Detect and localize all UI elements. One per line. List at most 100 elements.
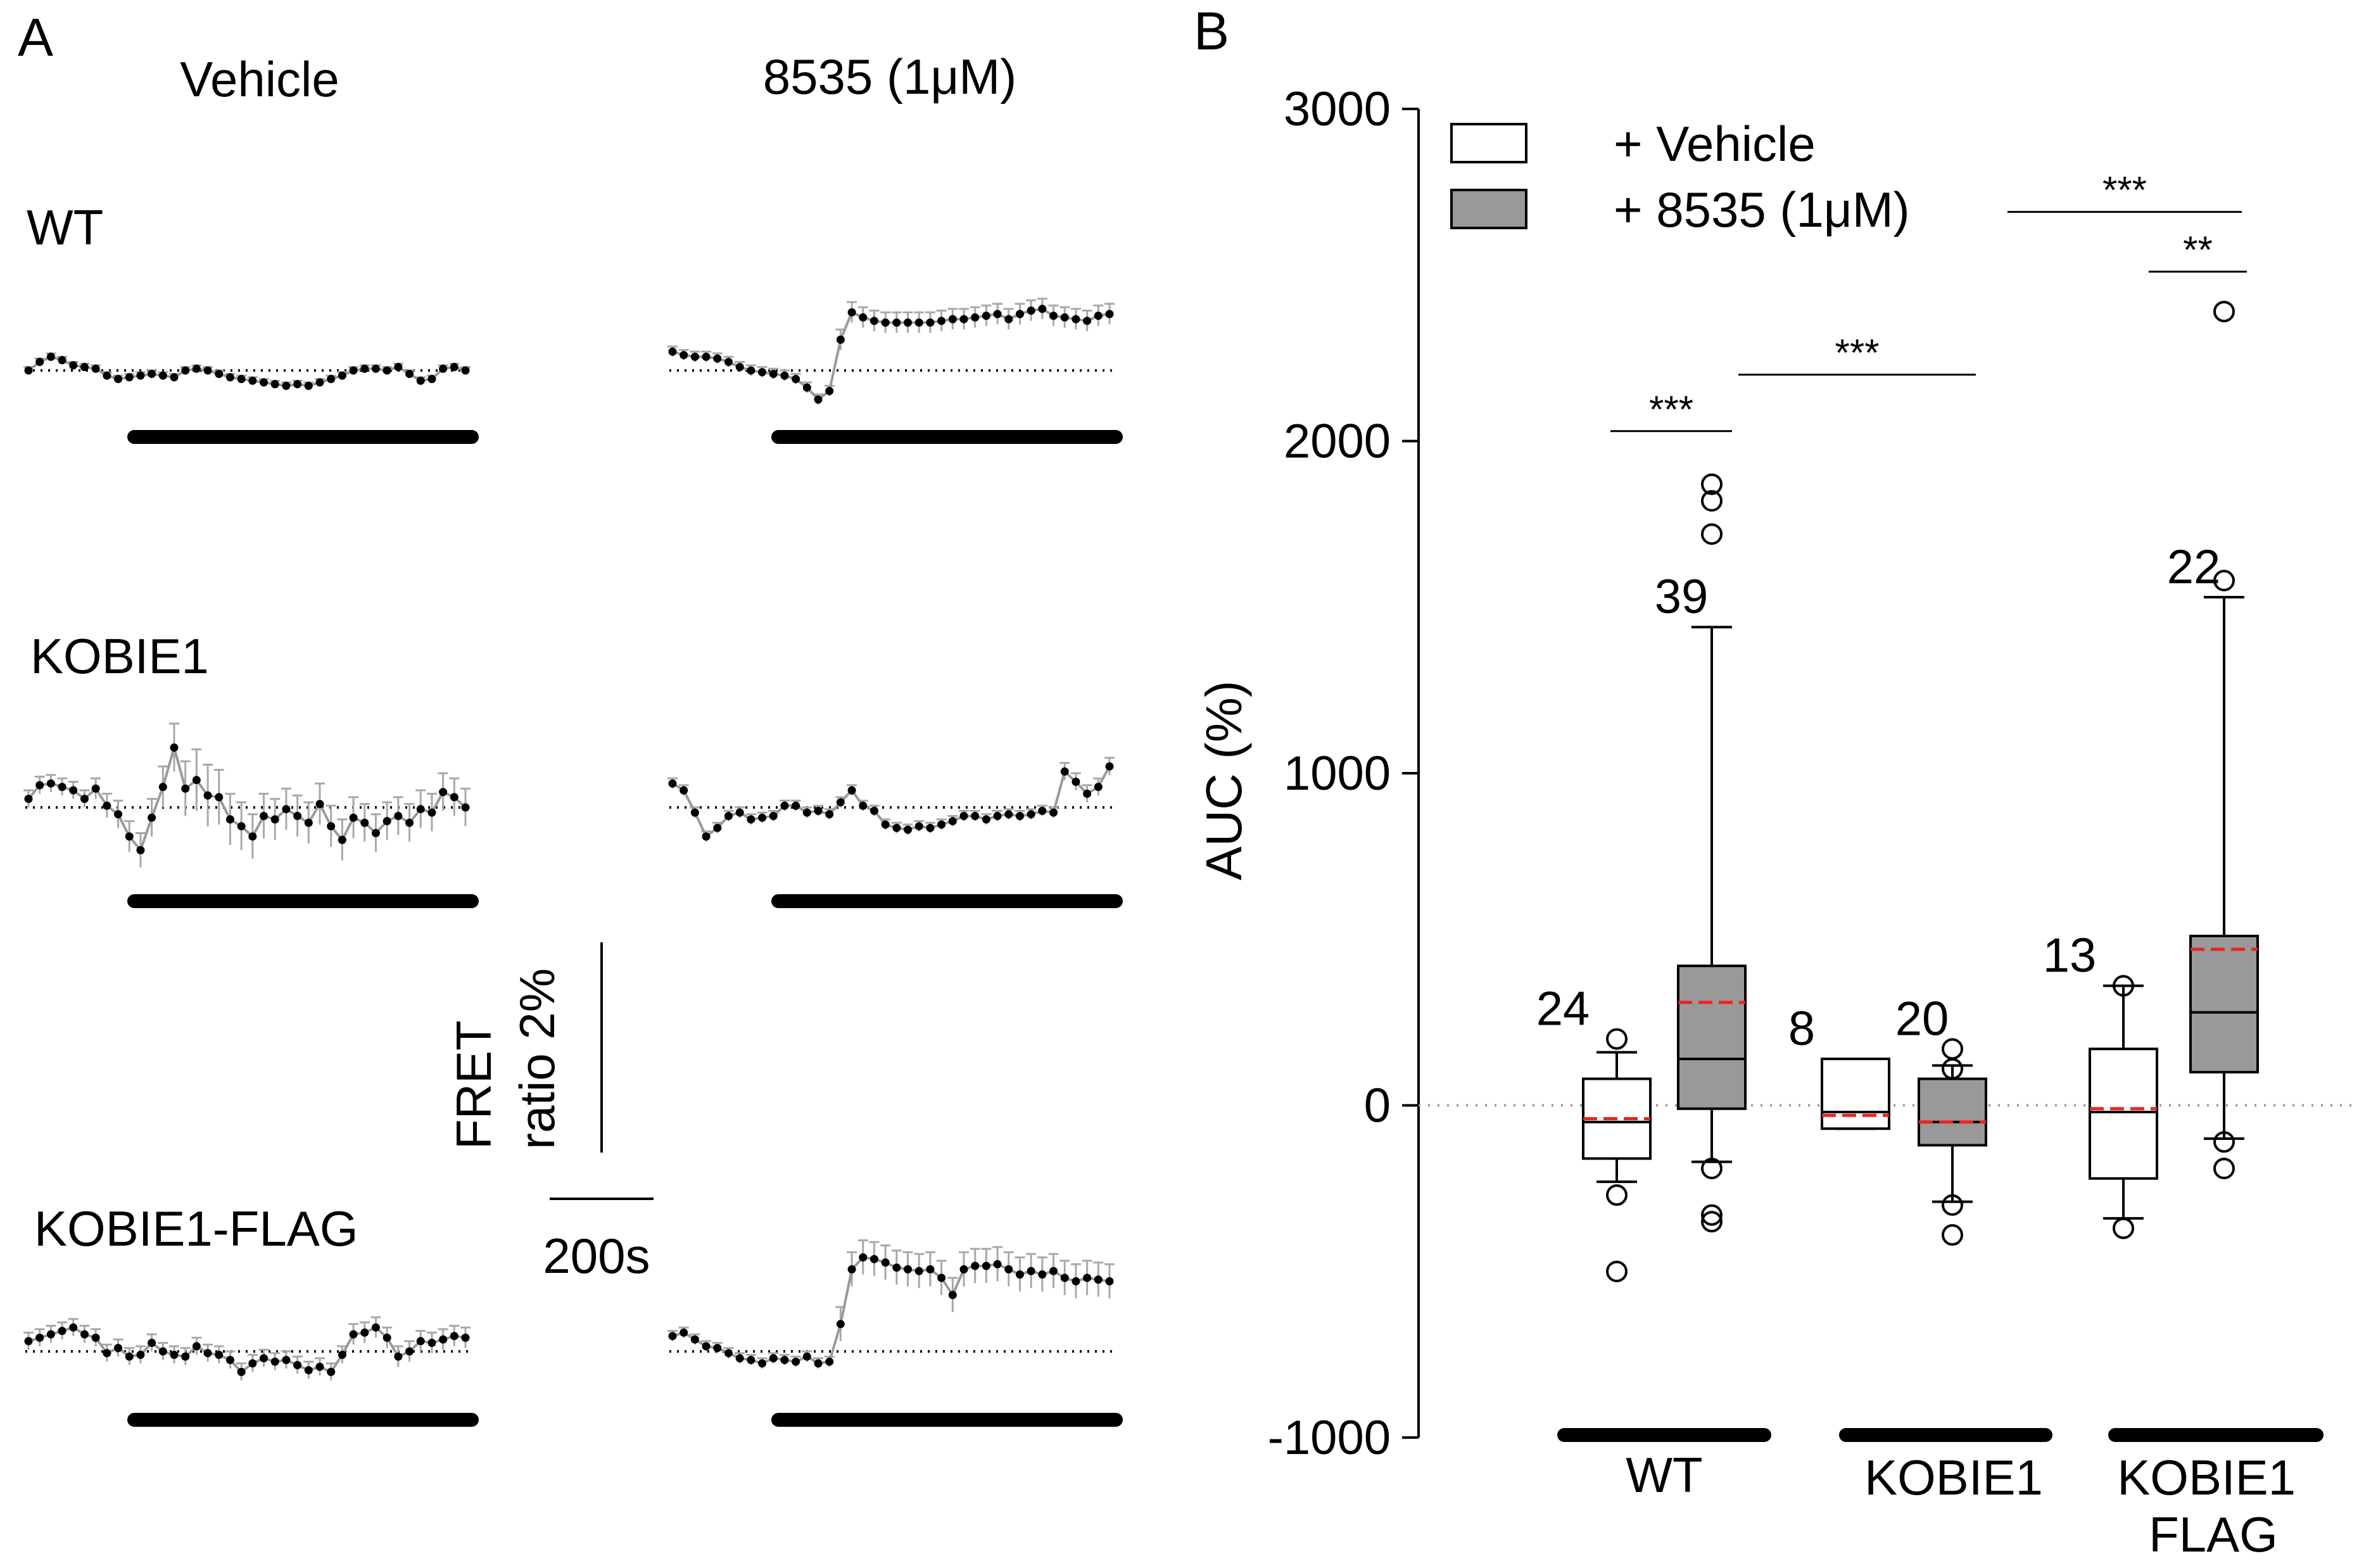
data-point [1094, 783, 1103, 792]
outlier-point [1942, 1058, 1963, 1080]
data-point [225, 1356, 234, 1364]
data-point [802, 383, 811, 392]
significance-label: *** [2102, 169, 2147, 212]
data-point [148, 369, 156, 378]
data-point [58, 1327, 66, 1336]
data-point [69, 786, 78, 795]
data-point [836, 798, 845, 807]
column-label-drug: 8535 (1μM) [763, 49, 1016, 104]
data-point [125, 832, 134, 841]
data-point [203, 1349, 212, 1358]
trace-line [28, 1325, 466, 1374]
data-point [461, 366, 470, 375]
data-point [847, 308, 856, 317]
data-point [192, 1342, 201, 1351]
data-point [1072, 778, 1080, 786]
outlier-point [1701, 473, 1723, 495]
data-point [792, 801, 800, 810]
row-label-kobie1: KOBIE1 [30, 628, 209, 684]
category-label-wt: WT [1626, 1447, 1702, 1503]
data-point [215, 793, 224, 802]
panel-a: A Vehicle 8535 (1μM) WT KOBIE1 KOBIE1-FL… [18, 8, 1123, 1427]
category-label-kobie1: KOBIE1 [1864, 1450, 2043, 1505]
data-point [959, 315, 968, 324]
legend-label-vehicle: + Vehicle [1614, 116, 1816, 172]
sample-size-label: 13 [2043, 929, 2097, 983]
data-point [315, 1362, 324, 1371]
data-point [668, 347, 677, 356]
data-point [1004, 1265, 1013, 1274]
data-point [405, 1347, 414, 1356]
data-point [114, 810, 123, 819]
data-point [416, 805, 425, 814]
data-point [371, 829, 380, 837]
data-point [114, 375, 123, 383]
data-point [892, 318, 901, 327]
data-point [1072, 315, 1080, 324]
data-point [270, 1357, 279, 1366]
data-point [869, 1255, 878, 1263]
data-point [192, 776, 201, 785]
category-label-kobie1-flag-line2: FLAG [2149, 1507, 2278, 1562]
data-point [270, 815, 279, 824]
data-point [1060, 767, 1069, 776]
data-point [1027, 1267, 1035, 1275]
data-point [971, 1261, 980, 1270]
data-point [24, 366, 33, 375]
data-point [349, 366, 358, 375]
data-point [982, 815, 990, 824]
data-point [237, 375, 246, 383]
data-point [260, 812, 269, 820]
data-point [780, 371, 789, 380]
box-body [2089, 1047, 2158, 1180]
panel-a-letter: A [18, 8, 53, 67]
data-point [769, 812, 778, 820]
data-point [1049, 808, 1058, 817]
data-point [304, 818, 313, 827]
data-point [948, 1291, 957, 1299]
data-point [1060, 313, 1069, 322]
data-point [892, 1263, 901, 1272]
data-point [383, 366, 391, 375]
data-point [371, 364, 380, 373]
data-point [158, 783, 167, 792]
data-point [735, 363, 744, 372]
data-point [668, 1332, 677, 1341]
data-point [982, 1261, 990, 1270]
data-point [825, 810, 834, 819]
data-point [360, 1328, 369, 1337]
category-label-kobie1-flag: KOBIE1 FLAG [2117, 1450, 2309, 1562]
data-point [170, 743, 179, 752]
outlier-point [2213, 569, 2235, 591]
legend-swatch-drug [1450, 189, 1527, 229]
data-point [747, 366, 756, 375]
data-point [802, 1352, 811, 1361]
data-point [825, 1357, 834, 1366]
data-point [46, 1330, 55, 1339]
data-point [416, 1337, 425, 1346]
scale-label-time: 200s [543, 1228, 650, 1284]
data-point [904, 825, 913, 834]
outlier-point [1701, 523, 1723, 545]
outlier-point [2213, 300, 2235, 322]
data-point [937, 1274, 946, 1282]
data-point [702, 1342, 711, 1351]
category-label-kobie1-flag-line1: KOBIE1 [2117, 1450, 2296, 1505]
data-point [1083, 317, 1092, 326]
sample-size-label: 39 [1655, 570, 1709, 624]
data-point [1083, 789, 1092, 798]
data-point [315, 378, 324, 387]
data-point [181, 784, 190, 793]
data-point [215, 1350, 224, 1359]
data-point [982, 312, 990, 320]
data-point [360, 364, 369, 373]
data-point [282, 381, 291, 390]
data-point [802, 808, 811, 817]
outlier-point [2113, 975, 2134, 997]
data-point [148, 1339, 156, 1347]
data-point [993, 310, 1002, 319]
data-point [859, 801, 868, 810]
data-point [758, 368, 767, 377]
data-point [869, 806, 878, 815]
data-point [394, 1352, 403, 1361]
